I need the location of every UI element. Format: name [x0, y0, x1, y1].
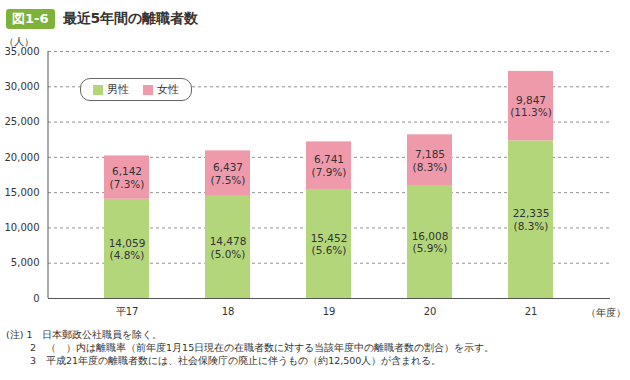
html-text:女性: 女性 — [157, 83, 179, 96]
svg-text:16,008(5.9%): 16,008(5.9%) — [412, 230, 449, 255]
svg-text:5,000: 5,000 — [11, 257, 40, 268]
svg-text:14,478(5.0%): 14,478(5.0%) — [210, 235, 247, 260]
html-text:最近5年間の離職者数: 最近5年間の離職者数 — [62, 10, 199, 26]
svg-text:6,142(7.3%): 6,142(7.3%) — [110, 165, 145, 190]
html-text:男性: 男性 — [107, 83, 129, 96]
svg-text:14,059(4.8%): 14,059(4.8%) — [109, 237, 146, 262]
svg-text:35,000: 35,000 — [5, 46, 40, 57]
svg-text:18: 18 — [222, 306, 235, 317]
svg-text:15,000: 15,000 — [5, 187, 40, 198]
html-text:3 平成21年度の離職者数には、社会保険庁の廃止に伴うもの（: 3 平成21年度の離職者数には、社会保険庁の廃止に伴うもの（約12,500人）が… — [30, 355, 442, 366]
svg-text:15,452(5.6%): 15,452(5.6%) — [311, 232, 348, 257]
html-text:(注) 1 日本郵政公社職員を除く。: (注) 1 日本郵政公社職員を除く。 — [6, 329, 163, 340]
svg-text:9,847(11.3%): 9,847(11.3%) — [510, 94, 552, 119]
svg-text:20,000: 20,000 — [5, 152, 40, 163]
html-text:（年度）: （年度） — [586, 307, 626, 318]
svg-text:20: 20 — [424, 306, 437, 317]
svg-text:10,000: 10,000 — [5, 222, 40, 233]
svg-text:19: 19 — [323, 306, 336, 317]
svg-text:平17: 平17 — [116, 306, 139, 317]
svg-text:22,335(8.3%): 22,335(8.3%) — [513, 207, 550, 232]
svg-text:25,000: 25,000 — [5, 116, 40, 127]
svg-text:30,000: 30,000 — [5, 81, 40, 92]
html-text:図1-6: 図1-6 — [12, 11, 49, 26]
svg-text:（人）: （人） — [4, 36, 34, 47]
svg-text:6,741(7.9%): 6,741(7.9%) — [312, 153, 347, 178]
svg-text:6,437(7.5%): 6,437(7.5%) — [211, 161, 246, 186]
svg-text:0: 0 — [33, 293, 39, 304]
svg-text:7,185(8.3%): 7,185(8.3%) — [413, 148, 448, 173]
html-text:2 （ ）内は離職率（前年度1月15日現在の在職者数に対する: 2 （ ）内は離職率（前年度1月15日現在の在職者数に対する当該年度中の離職者数… — [30, 342, 495, 353]
svg-text:21: 21 — [525, 306, 538, 317]
